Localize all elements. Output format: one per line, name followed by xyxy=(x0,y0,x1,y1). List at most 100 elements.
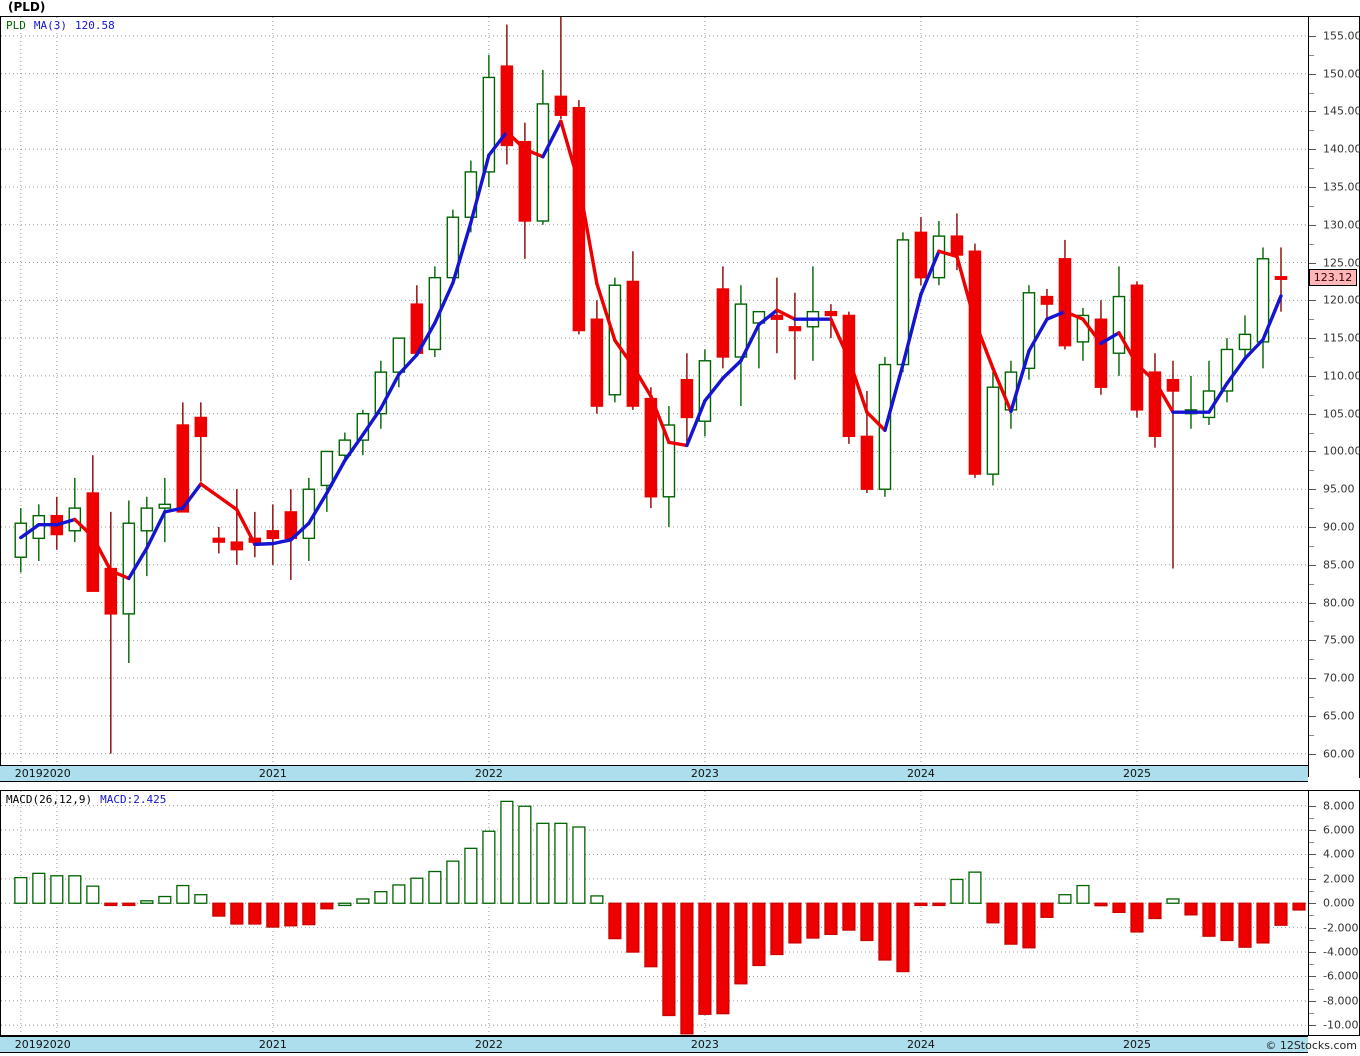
price-axis-year-label: 2025 xyxy=(1122,767,1151,780)
price-y-axis: 155.00 150.00 145.00 140.00 135.00 130.00 125.… xyxy=(1308,17,1360,777)
price-tick-mark-minor xyxy=(1309,508,1314,510)
price-tick-label: 150.00 xyxy=(1323,67,1360,81)
price-tick-mark-minor xyxy=(1309,583,1314,585)
price-tick-mark-minor xyxy=(1309,470,1314,472)
price-axis-year-label: 2023 xyxy=(690,767,719,780)
macd-tick-mark xyxy=(1309,805,1316,807)
price-tick-mark-minor xyxy=(1309,54,1314,56)
price-plot-area[interactable] xyxy=(1,17,1308,777)
price-tick-mark xyxy=(1309,640,1316,642)
macd-tick-label: 2.000 xyxy=(1323,872,1355,886)
price-tick-mark xyxy=(1309,753,1316,755)
macd-legend-label: MACD(26,12,9) xyxy=(6,793,93,806)
price-tick-label: 145.00 xyxy=(1323,104,1360,118)
macd-plot-area[interactable] xyxy=(1,791,1308,1035)
price-axis-year-label: 2020 xyxy=(42,767,71,780)
price-tick-mark-minor xyxy=(1309,697,1314,698)
price-axis-year-label: 2024 xyxy=(906,767,935,780)
price-date-band: 2019 2020 2021 2022 2023 2024 2025 xyxy=(0,765,1308,782)
price-tick-mark xyxy=(1309,527,1316,528)
macd-tick-mark xyxy=(1309,830,1316,832)
macd-tick-mark-minor xyxy=(1309,915,1314,917)
macd-tick-label: -2.000 xyxy=(1323,921,1359,935)
price-tick-mark-minor xyxy=(1309,319,1314,321)
price-tick-mark xyxy=(1309,489,1316,491)
price-tick-mark-minor xyxy=(1309,205,1314,207)
macd-tick-label: 0.000 xyxy=(1323,896,1355,910)
copyright-text: © 12Stocks.com xyxy=(1265,1039,1357,1052)
price-tick-mark-minor xyxy=(1309,130,1314,132)
price-tick-label: 100.00 xyxy=(1323,444,1360,458)
macd-tick-mark-minor xyxy=(1309,842,1314,844)
price-tick-mark-minor xyxy=(1309,432,1314,434)
price-tick-label: 120.00 xyxy=(1323,293,1360,307)
price-tick-label: 75.00 xyxy=(1323,633,1355,647)
price-axis-year-label: 2021 xyxy=(258,767,287,780)
macd-axis-year-label: 2021 xyxy=(258,1038,287,1051)
macd-tick-label: -8.000 xyxy=(1323,994,1359,1008)
price-tick-label: 60.00 xyxy=(1323,747,1355,761)
macd-tick-mark xyxy=(1309,1025,1316,1027)
last-price-badge: 123.12 xyxy=(1309,268,1357,286)
price-tick-label: 65.00 xyxy=(1323,709,1355,723)
price-tick-mark xyxy=(1309,149,1316,151)
price-tick-label: 110.00 xyxy=(1323,369,1360,383)
macd-tick-label: -4.000 xyxy=(1323,945,1359,959)
price-tick-mark xyxy=(1309,338,1316,340)
price-tick-label: 85.00 xyxy=(1323,558,1355,572)
macd-axis-year-label: 2023 xyxy=(690,1038,719,1051)
macd-tick-mark-minor xyxy=(1309,988,1314,990)
macd-legend: MACD(26,12,9) MACD:2.425 xyxy=(6,793,166,806)
price-tick-mark xyxy=(1309,73,1316,75)
price-tick-mark-minor xyxy=(1309,92,1314,94)
macd-tick-label: 6.000 xyxy=(1323,823,1355,837)
macd-tick-label: -6.000 xyxy=(1323,969,1359,983)
price-tick-mark xyxy=(1309,375,1316,377)
price-tick-label: 130.00 xyxy=(1323,218,1360,232)
legend-symbol: PLD xyxy=(6,19,26,32)
macd-axis-year-label: 2024 xyxy=(906,1038,935,1051)
macd-y-axis: 8.000 6.000 4.000 2.000 0.000 -2.000 -4.000 -6.… xyxy=(1308,791,1360,1035)
macd-tick-mark-minor xyxy=(1309,866,1314,868)
price-tick-label: 105.00 xyxy=(1323,407,1360,421)
macd-tick-mark xyxy=(1309,903,1316,905)
macd-axis-year-label: 2025 xyxy=(1122,1038,1151,1051)
price-tick-mark xyxy=(1309,602,1316,604)
price-tick-mark xyxy=(1309,451,1316,453)
price-tick-mark-minor xyxy=(1309,545,1314,547)
price-tick-mark xyxy=(1309,224,1316,226)
price-tick-label: 95.00 xyxy=(1323,482,1355,496)
price-tick-mark-minor xyxy=(1309,659,1314,661)
legend-ma-value: 120.58 xyxy=(75,19,115,32)
price-tick-mark-minor xyxy=(1309,243,1314,245)
price-tick-label: 80.00 xyxy=(1323,596,1355,610)
price-tick-label: 70.00 xyxy=(1323,671,1355,685)
macd-date-band: 2019 2020 2021 2022 2023 2024 2025 xyxy=(0,1036,1308,1053)
price-tick-label: 155.00 xyxy=(1323,29,1360,43)
legend-ma-label: MA(3) xyxy=(33,19,67,32)
macd-tick-mark xyxy=(1309,952,1316,954)
price-tick-label: 140.00 xyxy=(1323,142,1360,156)
macd-axis-year-label: 2019 xyxy=(14,1038,43,1051)
price-tick-mark xyxy=(1309,564,1316,566)
macd-legend-value: MACD:2.425 xyxy=(100,793,167,806)
macd-tick-mark xyxy=(1309,1000,1316,1002)
macd-tick-mark xyxy=(1309,878,1316,880)
macd-axis-year-label: 2020 xyxy=(42,1038,71,1051)
price-tick-label: 125.00 xyxy=(1323,256,1360,270)
price-tick-mark-minor xyxy=(1309,734,1314,736)
macd-tick-label: -10.000 xyxy=(1323,1018,1360,1032)
macd-tick-label: 8.000 xyxy=(1323,799,1355,813)
price-tick-mark xyxy=(1309,715,1316,717)
macd-tick-mark-minor xyxy=(1309,1013,1314,1015)
price-tick-mark-minor xyxy=(1309,357,1314,358)
price-tick-mark-minor xyxy=(1309,168,1314,170)
macd-tick-mark xyxy=(1309,927,1316,929)
price-tick-mark-minor xyxy=(1309,621,1314,623)
price-tick-mark xyxy=(1309,678,1316,680)
price-tick-mark xyxy=(1309,187,1316,188)
price-tick-mark xyxy=(1309,35,1316,37)
price-legend: PLD MA(3) 120.58 xyxy=(6,19,115,32)
price-tick-mark-minor xyxy=(1309,394,1314,396)
